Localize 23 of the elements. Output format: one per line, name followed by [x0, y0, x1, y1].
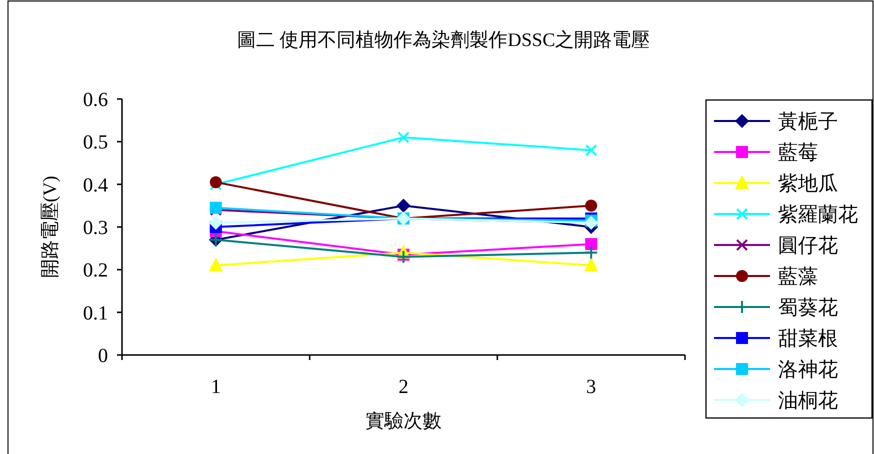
legend-label: 黃梔子	[778, 111, 838, 133]
legend-label: 藍莓	[778, 142, 818, 164]
legend-label: 蜀葵花	[778, 297, 838, 319]
legend-label: 甜菜根	[778, 328, 838, 350]
legend-label: 紫羅蘭花	[778, 204, 858, 226]
y-axis-title: 開路電壓(V)	[40, 176, 61, 278]
x-tick-label: 3	[586, 376, 596, 398]
y-tick-label: 0.6	[83, 89, 108, 111]
x-tick-label: 2	[398, 376, 408, 398]
y-tick-label: 0	[98, 345, 108, 367]
legend-label: 圓仔花	[778, 235, 838, 257]
legend-label: 洛神花	[778, 359, 838, 381]
legend-label: 紫地瓜	[778, 173, 838, 195]
x-axis-title: 實驗次數	[366, 411, 442, 432]
chart-title: 圖二 使用不同植物作為染劑製作DSSC之開路電壓	[236, 29, 650, 51]
x-tick-label: 1	[210, 376, 221, 398]
y-tick-label: 0.4	[83, 174, 108, 196]
y-tick-label: 0.2	[83, 260, 108, 282]
legend-label: 油桐花	[778, 390, 838, 412]
y-tick-label: 0.3	[83, 217, 108, 239]
legend-label: 藍藻	[778, 266, 818, 288]
y-tick-label: 0.5	[83, 132, 108, 154]
y-tick-label: 0.1	[83, 302, 108, 324]
